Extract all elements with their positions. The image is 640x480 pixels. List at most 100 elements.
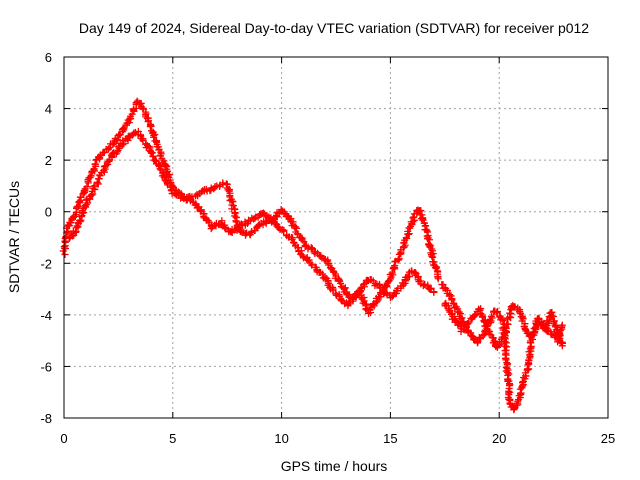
data-point	[100, 167, 108, 175]
data-point	[404, 272, 412, 280]
data-point	[407, 267, 415, 275]
data-point	[115, 143, 123, 151]
grid	[64, 57, 608, 418]
series-track-a	[59, 97, 442, 318]
data-point	[207, 225, 215, 233]
data-point	[464, 319, 472, 327]
data-point	[149, 153, 157, 161]
y-tick-label: -4	[40, 308, 52, 323]
y-tick-label: -2	[40, 256, 52, 271]
data-point	[307, 244, 315, 252]
data-point	[139, 136, 147, 144]
x-axis-label: GPS time / hours	[281, 458, 388, 474]
plot-frame	[63, 56, 609, 419]
chart-title: Day 149 of 2024, Sidereal Day-to-day VTE…	[79, 20, 589, 36]
data-point	[514, 397, 522, 405]
x-tick-label: 0	[60, 431, 67, 446]
data-point	[218, 217, 226, 225]
data-point	[417, 215, 425, 223]
data-point	[385, 276, 393, 284]
data-point	[493, 308, 501, 316]
data-point	[394, 256, 402, 264]
axis-ticks: 0 5 10 15 20 25 -8 -6 -4 -2 0 2 4 6	[40, 50, 615, 446]
data-point	[417, 207, 425, 215]
data-point	[102, 162, 110, 170]
data-point	[506, 309, 514, 317]
data-point	[120, 140, 128, 148]
data-point	[471, 311, 479, 319]
data-point	[156, 165, 164, 173]
data-point	[139, 104, 147, 112]
data-point	[171, 190, 179, 198]
y-tick-label: -6	[40, 359, 52, 374]
y-tick-label: 6	[45, 50, 52, 65]
data-point	[426, 285, 434, 293]
data-point	[409, 214, 417, 222]
data-point	[305, 256, 313, 264]
data-point	[293, 224, 301, 232]
y-axis-label: SDTVAR / TECUs	[6, 181, 22, 293]
data-point	[221, 225, 229, 233]
data-point	[105, 145, 113, 153]
data-point	[448, 296, 456, 304]
y-tick-label: 4	[45, 102, 52, 117]
data-point	[390, 263, 398, 271]
data-point	[83, 183, 91, 191]
data-point	[188, 193, 196, 201]
data-point	[505, 370, 513, 378]
x-tick-label: 20	[492, 431, 506, 446]
data-point	[232, 218, 240, 226]
data-point	[479, 332, 487, 340]
data-point	[478, 313, 486, 321]
data-point	[231, 212, 239, 220]
data-point	[113, 136, 121, 144]
data-point	[298, 251, 306, 259]
data-point	[357, 284, 365, 292]
data-point	[430, 288, 438, 296]
data-point	[472, 311, 480, 319]
data-point	[183, 193, 191, 201]
series-track-d	[441, 299, 567, 351]
x-tick-label: 15	[383, 431, 397, 446]
data-point	[280, 227, 288, 235]
data-point	[499, 317, 507, 325]
data-point	[298, 236, 306, 244]
series-track-b	[65, 127, 438, 310]
data-point	[487, 312, 495, 320]
x-tick-label: 25	[601, 431, 615, 446]
x-tick-label: 10	[274, 431, 288, 446]
data-point	[428, 252, 436, 260]
data-point	[526, 351, 534, 359]
data-point	[87, 172, 95, 180]
data-point	[74, 202, 82, 210]
data-point	[558, 342, 566, 350]
data-point	[388, 293, 396, 301]
data-point	[113, 148, 121, 156]
data-point	[146, 123, 154, 131]
data-point	[476, 306, 484, 314]
y-tick-label: 2	[45, 153, 52, 168]
data-point	[105, 157, 113, 165]
data-point	[325, 280, 333, 288]
data-point	[354, 291, 362, 299]
data-point	[76, 218, 84, 226]
data-point	[237, 220, 245, 228]
data-point	[155, 162, 163, 170]
data-point	[251, 214, 259, 222]
data-point	[458, 314, 466, 322]
data-point	[475, 333, 483, 341]
data-point	[262, 218, 270, 226]
y-tick-label: -8	[40, 411, 52, 426]
y-tick-label: 0	[45, 205, 52, 220]
data-point	[517, 389, 525, 397]
data-markers	[59, 97, 567, 414]
data-point	[86, 173, 94, 181]
data-point	[278, 226, 286, 234]
data-point	[558, 321, 566, 329]
data-point	[96, 172, 104, 180]
data-point	[289, 218, 297, 226]
series-track-c	[438, 280, 566, 414]
data-point	[186, 194, 194, 202]
data-point	[450, 299, 458, 307]
